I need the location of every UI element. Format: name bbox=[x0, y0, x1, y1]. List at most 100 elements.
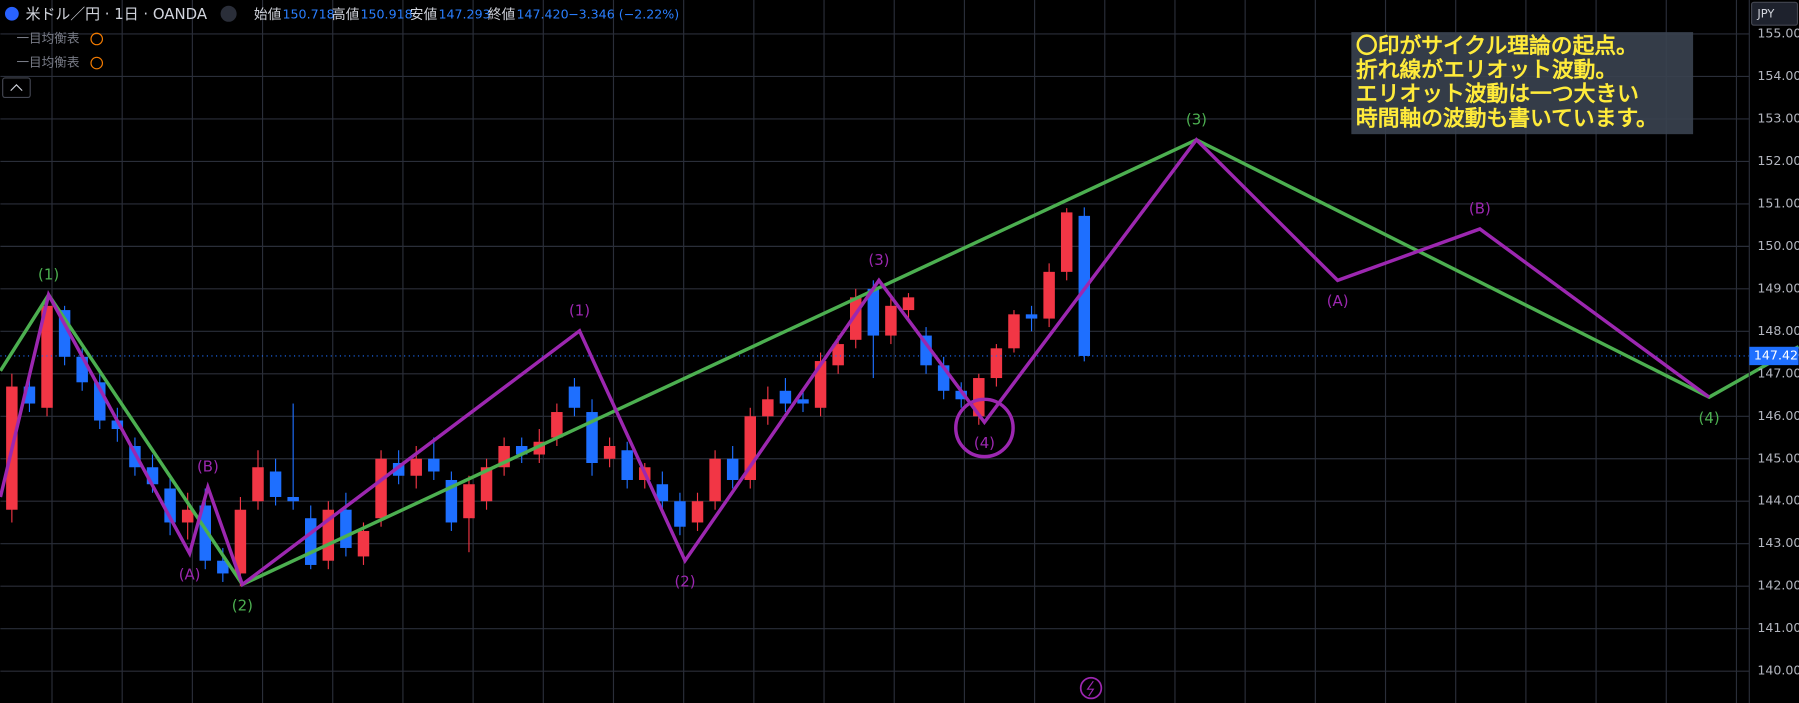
candle-body bbox=[603, 446, 616, 459]
candle-body bbox=[322, 509, 335, 561]
candle-body bbox=[885, 305, 897, 336]
candle-body bbox=[867, 288, 880, 336]
currency: JPY bbox=[1756, 6, 1775, 20]
note-line: エリオット波動は一つ大きい bbox=[1356, 82, 1639, 107]
candle-body bbox=[428, 458, 440, 472]
note-box bbox=[1351, 32, 1694, 135]
wave-label: (1) bbox=[38, 265, 59, 283]
candle-body bbox=[217, 560, 229, 574]
lightning-icon bbox=[1086, 680, 1095, 697]
wave-label: (B) bbox=[197, 458, 219, 476]
candle-body bbox=[797, 399, 809, 404]
wave-label: (2) bbox=[674, 572, 695, 590]
candle-body bbox=[1043, 271, 1055, 319]
y-tick-label: 148.000 bbox=[1757, 323, 1799, 338]
candle-body bbox=[463, 484, 475, 519]
visibility-icon[interactable] bbox=[90, 56, 104, 70]
expand-button[interactable] bbox=[2, 77, 31, 99]
indicator-label: 一目均衡表 bbox=[16, 55, 79, 70]
candle-body bbox=[955, 390, 967, 400]
candle-body bbox=[568, 386, 581, 408]
wave-label: (3) bbox=[1186, 110, 1207, 128]
candle-body bbox=[305, 518, 317, 565]
candle-body bbox=[199, 505, 211, 561]
high-value: 150.918 bbox=[360, 6, 412, 21]
candle-body bbox=[375, 458, 387, 519]
candle-body bbox=[41, 305, 53, 408]
candle-body bbox=[357, 530, 370, 557]
wave-label: (4) bbox=[1699, 409, 1720, 427]
candle-body bbox=[937, 365, 950, 391]
candle-body bbox=[973, 378, 985, 417]
last-price-label: 147.420 bbox=[1754, 347, 1799, 362]
collapse-button[interactable] bbox=[220, 5, 237, 22]
candle-body bbox=[832, 344, 844, 366]
wave-label: (2) bbox=[232, 596, 253, 614]
high-label: 高値 bbox=[332, 6, 360, 23]
candle-body bbox=[1078, 215, 1091, 356]
candle-body bbox=[480, 467, 493, 502]
candle-body bbox=[762, 399, 774, 417]
candle-body bbox=[779, 390, 792, 404]
y-tick-label: 145.000 bbox=[1757, 450, 1799, 465]
last-price-tag bbox=[1749, 346, 1799, 366]
y-tick-label: 144.000 bbox=[1757, 493, 1799, 508]
candle-body bbox=[586, 412, 598, 464]
candle-body bbox=[445, 479, 458, 523]
candle-body bbox=[252, 467, 264, 502]
y-tick-label: 147.000 bbox=[1757, 365, 1799, 380]
change-value: −3.346 (−2.22%) bbox=[568, 6, 679, 21]
candle-body bbox=[340, 509, 352, 548]
wave-label: (A) bbox=[179, 565, 201, 583]
price-axis: 140.000 141.000 142.000 143.000 144.000 145.0… bbox=[1749, 25, 1799, 678]
candle-body bbox=[287, 496, 299, 502]
close-value: 147.420 bbox=[516, 6, 568, 21]
candle-body bbox=[533, 441, 546, 455]
y-tick-label: 142.000 bbox=[1757, 578, 1799, 593]
elliott-wave-line bbox=[0, 137, 1799, 587]
candle-body bbox=[164, 488, 176, 523]
cycle-marker bbox=[954, 397, 1015, 459]
grid bbox=[0, 0, 1750, 703]
candle-body bbox=[920, 335, 932, 366]
wave-label: (1) bbox=[569, 301, 590, 319]
candle-body bbox=[1008, 314, 1020, 349]
wave-label: (A) bbox=[1327, 292, 1349, 310]
open-value: 150.718 bbox=[283, 6, 335, 21]
candle-body bbox=[111, 420, 124, 430]
y-tick-label: 141.000 bbox=[1757, 620, 1799, 635]
y-tick-label: 153.000 bbox=[1757, 110, 1799, 125]
y-tick-label: 151.000 bbox=[1757, 195, 1799, 210]
note: 〇印がサイクル理論の起点。折れ線がエリオット波動。エリオット波動は一つ大きい時間… bbox=[1356, 33, 1658, 131]
visibility-icon[interactable] bbox=[90, 32, 104, 46]
indicator-label: 一目均衡表 bbox=[16, 30, 79, 45]
y-tick-label: 146.000 bbox=[1757, 408, 1799, 423]
note-line: 〇印がサイクル理論の起点。 bbox=[1356, 33, 1638, 59]
currency-button[interactable] bbox=[1751, 1, 1799, 26]
candle-body bbox=[744, 416, 756, 480]
candle-body bbox=[76, 356, 88, 383]
open-label: 始値 bbox=[254, 7, 282, 23]
candle-body bbox=[392, 463, 405, 476]
chevron-icon bbox=[10, 84, 23, 92]
candle-body bbox=[1025, 314, 1038, 319]
candle-body bbox=[181, 509, 194, 523]
low-label: 安値 bbox=[410, 7, 438, 23]
wave-label: (4) bbox=[974, 434, 995, 452]
candle-body bbox=[498, 446, 510, 468]
y-tick-label: 150.000 bbox=[1757, 238, 1799, 253]
close-label: 終値 bbox=[488, 7, 516, 23]
y-tick-label: 155.000 bbox=[1757, 25, 1799, 40]
candle-body bbox=[726, 458, 739, 480]
wave-label: (B) bbox=[1469, 199, 1491, 217]
candle-body bbox=[691, 501, 704, 523]
y-tick-label: 154.000 bbox=[1757, 68, 1799, 83]
candle-body bbox=[656, 484, 669, 502]
event-icon[interactable] bbox=[1079, 676, 1103, 700]
wave-label: (3) bbox=[868, 251, 889, 269]
candle-body bbox=[515, 446, 528, 455]
candle-body bbox=[410, 458, 422, 476]
low-value: 147.293 bbox=[438, 6, 490, 21]
note-line: 時間軸の波動も書いています。 bbox=[1356, 105, 1658, 131]
